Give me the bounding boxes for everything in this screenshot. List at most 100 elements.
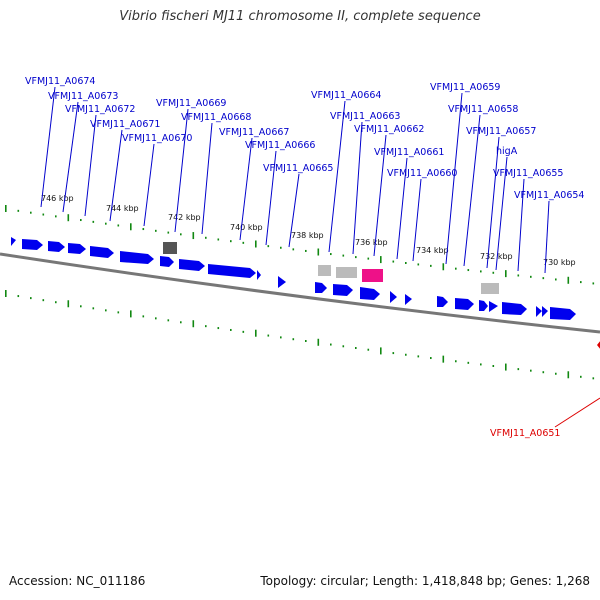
gene-arrow[interactable] [502,302,527,315]
scale-tick-minor [342,254,345,257]
gene-label[interactable]: VFMJ11_A0662 [354,124,424,135]
leader-line [517,178,525,272]
scale-tick-major [317,338,320,346]
gene-label[interactable]: VFMJ11_A0671 [90,119,160,130]
rna-feature-gray [481,283,499,294]
gene-label[interactable]: VFMJ11_A0666 [245,140,315,151]
scale-tick-minor [242,241,245,244]
gene-arrow[interactable] [360,287,380,300]
gene-arrow[interactable] [257,270,261,280]
gene-track-upper [11,237,286,288]
gene-label[interactable]: VFMJ11_A0659 [430,82,500,93]
gene-arrow[interactable] [333,284,353,296]
scale-tick-minor [580,281,582,284]
scale-tick-major [505,363,507,371]
gene-arrow[interactable] [455,298,474,310]
gene-arrow[interactable] [179,259,205,271]
scale-tick-minor [355,256,357,259]
gene-label[interactable]: VFMJ11_A0668 [181,112,251,123]
scale-tick-minor [480,363,482,366]
gene-label[interactable]: VFMJ11_A0663 [330,111,400,122]
gene-arrow[interactable] [405,294,412,305]
scale-tick-major [192,232,195,240]
scale-tick-minor [305,340,307,343]
gene-arrow[interactable] [536,306,542,317]
gene-arrow[interactable] [68,243,86,254]
scale-tick-minor [592,377,595,380]
scale-tick-minor [455,360,457,363]
rna-feature-dark [163,242,177,254]
gene-arrow-red[interactable] [597,340,600,350]
gene-label[interactable]: VFMJ11_A0667 [219,127,289,138]
scale-tick-minor [542,371,545,374]
scale-tick-minor [555,278,557,281]
leader-line [62,101,79,213]
gene-arrow[interactable] [11,237,16,246]
leader-line [412,178,422,262]
scale-tick-minor [167,319,170,322]
tick-label-738: 738 kbp [291,231,324,240]
gene-arrow[interactable] [315,282,327,293]
gene-label[interactable]: VFMJ11_A0673 [48,91,118,102]
gene-label[interactable]: VFMJ11_A0672 [65,104,135,115]
scale-tick-minor [155,229,157,232]
gene-arrow[interactable] [479,300,488,311]
scale-tick-minor [280,246,282,249]
scale-tick-minor [205,236,207,239]
scale-tick-minor [217,327,220,330]
topology-summary: Topology: circular; Length: 1,418,848 bp… [260,574,590,588]
scale-tick-major [192,320,195,328]
gene-label[interactable]: VFMJ11_A0674 [25,76,95,87]
scale-tick-minor [292,248,295,251]
gene-label[interactable]: VFMJ11_A0658 [448,104,518,115]
scale-tick-minor [517,368,520,371]
scale-tick-major [567,276,570,284]
scale-ticks-lower [5,290,595,380]
scale-tick-minor [80,305,82,308]
scale-tick-minor [355,347,357,350]
scale-tick-minor [330,343,332,346]
tick-label-742: 742 kbp [168,213,201,222]
scale-ticks-upper [5,205,595,285]
gene-arrow[interactable] [208,264,256,278]
gene-label[interactable]: VFMJ11_A0654 [514,190,584,201]
gene-label[interactable]: VFMJ11_A0669 [156,98,226,109]
leader-line [352,121,363,255]
leader-line [328,100,346,253]
gene-arrow[interactable] [390,291,397,303]
gene-arrow[interactable] [90,246,114,258]
gene-label[interactable]: VFMJ11_A0664 [311,90,381,101]
leader-line [174,108,189,233]
tick-label-730: 730 kbp [543,258,576,267]
gene-label[interactable]: VFMJ11_A0665 [263,163,333,174]
leader-line [201,122,213,235]
tick-label-740: 740 kbp [230,223,263,232]
scale-tick-minor [480,270,482,273]
scale-tick-minor [405,353,407,356]
gene-label[interactable]: VFMJ11_A0657 [466,126,536,137]
scale-tick-minor [405,262,407,265]
leader-line [84,114,97,217]
gene-arrow[interactable] [437,296,448,307]
gene-arrow[interactable] [160,256,174,267]
scale-tick-minor [467,269,470,272]
gene-arrow[interactable] [22,239,43,250]
gene-label[interactable]: VFMJ11_A0655 [493,168,563,179]
gene-arrow[interactable] [278,276,286,288]
gene-label[interactable]: VFMJ11_A0670 [122,133,192,144]
tick-label-746: 746 kbp [41,194,74,203]
gene-arrow[interactable] [48,241,65,252]
scale-tick-minor [367,257,370,260]
gene-arrow[interactable] [120,251,154,264]
gene-arrow[interactable] [542,306,548,317]
gene-label[interactable]: VFMJ11_A0660 [387,168,457,179]
gene-label-red[interactable]: VFMJ11_A0651 [490,428,560,439]
gene-label[interactable]: VFMJ11_A0661 [374,147,444,158]
gene-label[interactable]: higA [496,146,518,157]
scale-tick-minor [80,219,82,222]
gene-arrow[interactable] [489,301,498,312]
scale-tick-minor [492,364,495,367]
leader-line [288,173,300,248]
gene-arrow[interactable] [550,307,576,320]
scale-tick-minor [180,321,182,324]
